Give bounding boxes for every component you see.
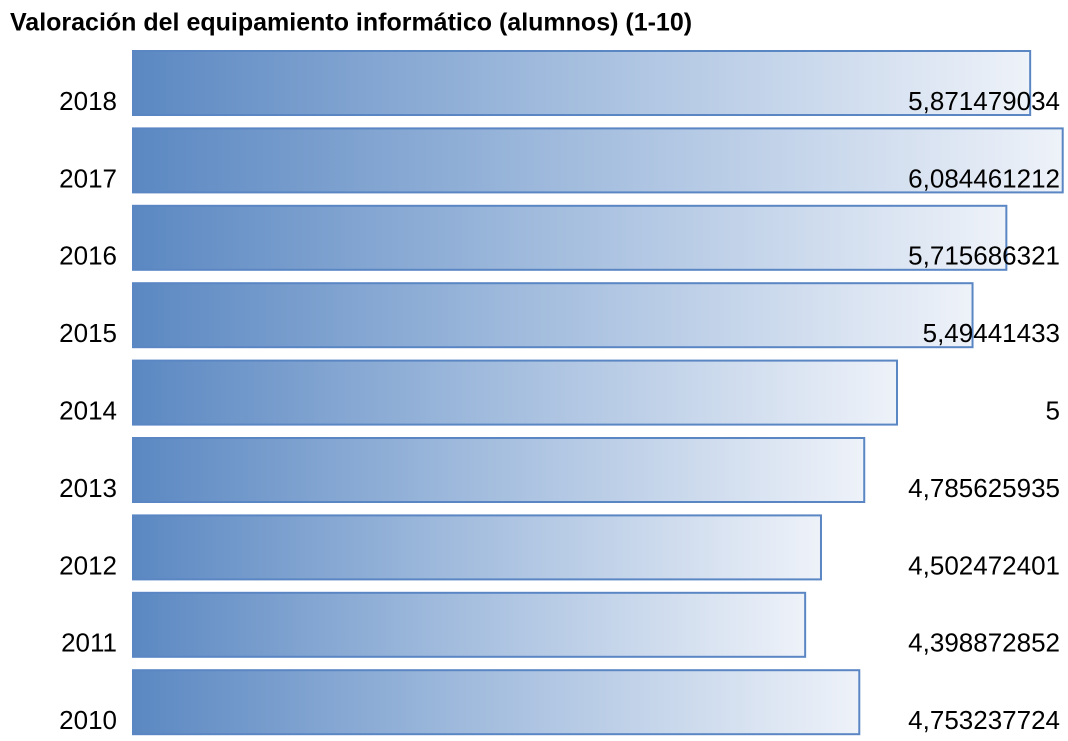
value-label: 4,502472401 (908, 550, 1060, 580)
bar (132, 359, 898, 426)
bar (132, 437, 866, 503)
bar (132, 669, 861, 736)
value-label: 5,49441433 (923, 318, 1060, 348)
category-label: 2011 (61, 628, 117, 658)
bar (132, 204, 1008, 271)
category-label: 2015 (59, 318, 117, 348)
bar (132, 50, 1032, 116)
category-label: 2012 (59, 550, 117, 580)
category-label: 2018 (59, 86, 117, 116)
category-label: 2013 (59, 473, 117, 503)
bar (132, 127, 1064, 194)
category-label: 2016 (59, 241, 117, 271)
value-label: 6,084461212 (908, 163, 1060, 193)
bar (132, 282, 974, 349)
value-label: 5 (1046, 395, 1060, 425)
value-label: 4,753237724 (908, 705, 1060, 735)
value-label: 4,398872852 (908, 628, 1060, 658)
category-label: 2014 (59, 395, 117, 425)
category-label: 2010 (59, 705, 117, 735)
bar (132, 591, 807, 658)
value-label: 5,715686321 (908, 241, 1060, 271)
value-label: 5,871479034 (908, 86, 1060, 116)
category-label: 2017 (59, 163, 117, 193)
value-label: 4,785625935 (908, 473, 1060, 503)
bar (132, 514, 822, 581)
chart-title: Valoración del equipamiento informático … (10, 9, 692, 37)
